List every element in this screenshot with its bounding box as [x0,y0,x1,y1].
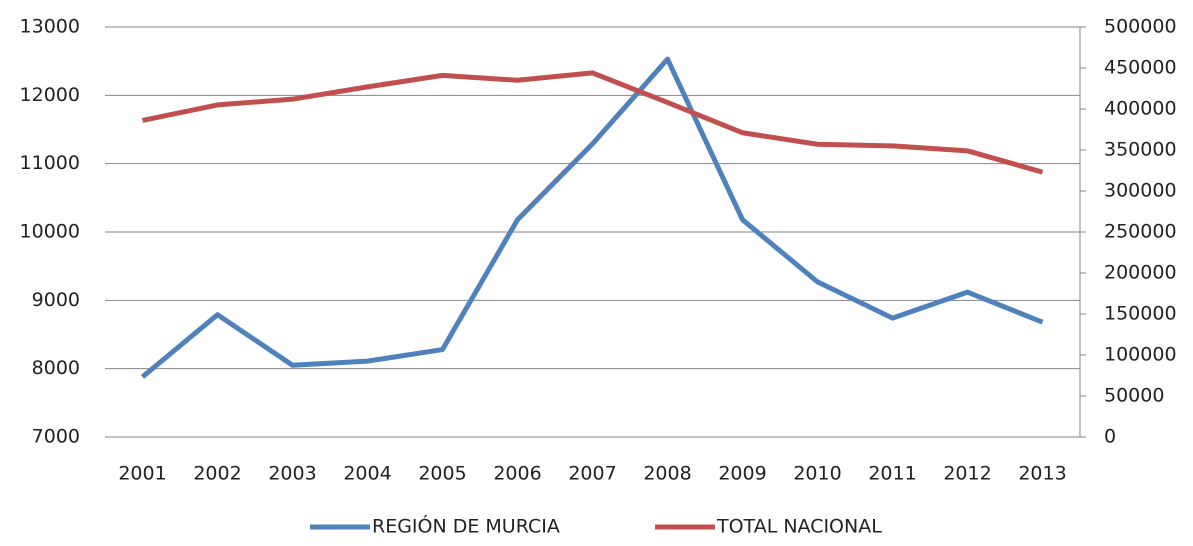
y-tick-label: 7000 [32,426,80,448]
y2-tick-label: 250000 [1104,221,1177,243]
x-tick-label: 2009 [718,463,766,485]
x-tick-label: 2013 [1018,463,1066,485]
y-tick-label: 13000 [20,16,80,38]
y-tick-label: 8000 [32,357,80,379]
y2-tick-label: 50000 [1104,385,1164,407]
x-tick-label: 2010 [793,463,841,485]
y2-tick-label: 300000 [1104,180,1177,202]
y2-tick-label: 350000 [1104,139,1177,161]
y-tick-label: 9000 [32,289,80,311]
y-tick-label: 12000 [20,84,80,106]
x-tick-label: 2002 [193,463,241,485]
series-line [140,56,1044,379]
x-tick-label: 2012 [943,463,991,485]
x-tick-label: 2007 [568,463,616,485]
x-tick-label: 2011 [868,463,916,485]
x-tick-label: 2005 [418,463,466,485]
legend-label: REGIÓN DE MURCIA [372,514,560,538]
x-tick-label: 2004 [343,463,391,485]
y2-tick-label: 150000 [1104,303,1177,325]
legend-label: TOTAL NACIONAL [716,516,882,538]
series-line [141,70,1044,175]
y-tick-label: 10000 [20,221,80,243]
y-tick-label: 11000 [20,152,80,174]
y2-tick-label: 200000 [1104,262,1177,284]
y2-tick-label: 450000 [1104,57,1177,79]
x-tick-label: 2003 [268,463,316,485]
y2-tick-label: 400000 [1104,98,1177,120]
y2-tick-label: 100000 [1104,344,1177,366]
y2-tick-label: 0 [1104,426,1116,448]
x-tick-label: 2006 [493,463,541,485]
x-tick-label: 2008 [643,463,691,485]
x-tick-label: 2001 [118,463,166,485]
y2-tick-label: 500000 [1104,16,1177,38]
